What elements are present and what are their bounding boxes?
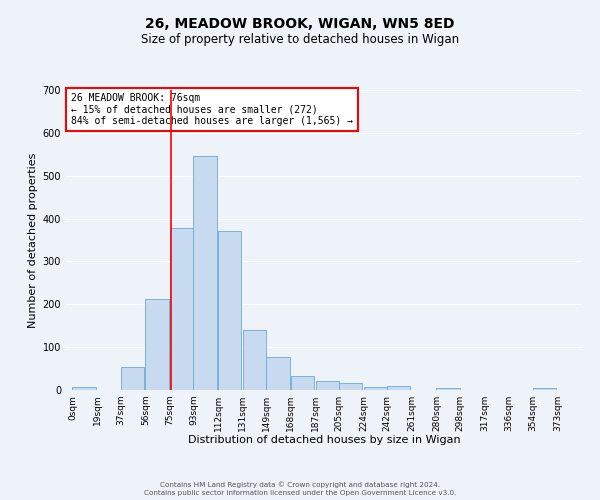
Bar	[339, 383, 362, 390]
Bar	[387, 386, 410, 390]
Text: 26, MEADOW BROOK, WIGAN, WN5 8ED: 26, MEADOW BROOK, WIGAN, WN5 8ED	[145, 18, 455, 32]
Bar	[316, 381, 339, 390]
Bar	[533, 388, 556, 390]
Bar	[436, 388, 460, 390]
Text: 26 MEADOW BROOK: 76sqm
← 15% of detached houses are smaller (272)
84% of semi-de: 26 MEADOW BROOK: 76sqm ← 15% of detached…	[71, 93, 353, 126]
Bar	[291, 376, 314, 390]
Bar	[193, 156, 217, 390]
Bar	[73, 387, 96, 390]
Bar	[121, 368, 144, 390]
Text: Size of property relative to detached houses in Wigan: Size of property relative to detached ho…	[141, 32, 459, 46]
Text: Contains HM Land Registry data © Crown copyright and database right 2024.: Contains HM Land Registry data © Crown c…	[160, 481, 440, 488]
Bar	[364, 386, 387, 390]
X-axis label: Distribution of detached houses by size in Wigan: Distribution of detached houses by size …	[188, 436, 460, 446]
Y-axis label: Number of detached properties: Number of detached properties	[28, 152, 38, 328]
Bar	[145, 298, 169, 390]
Bar	[170, 228, 193, 390]
Bar	[243, 330, 266, 390]
Bar	[218, 232, 241, 390]
Text: Contains public sector information licensed under the Open Government Licence v3: Contains public sector information licen…	[144, 490, 456, 496]
Bar	[266, 358, 290, 390]
